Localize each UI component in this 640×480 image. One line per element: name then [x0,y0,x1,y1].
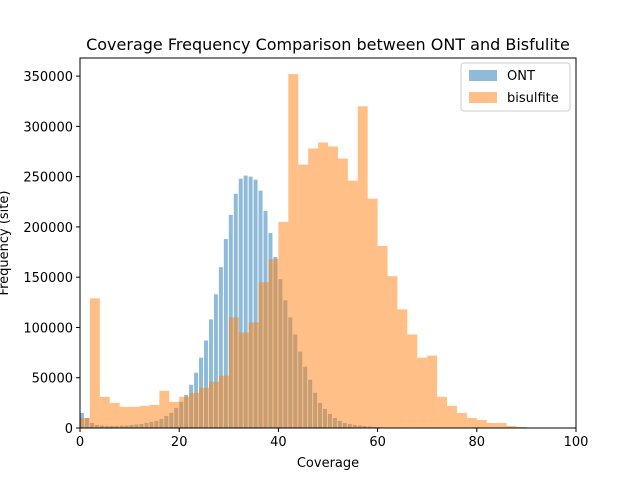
bar-bisulfite [347,180,358,428]
bar-bisulfite [119,406,130,428]
x-tick-label: 20 [171,435,188,450]
bar-bisulfite [268,259,279,428]
bar-bisulfite [516,426,527,428]
y-tick-label: 250000 [23,171,73,186]
bar-bisulfite [417,357,428,428]
bar-bisulfite [218,375,229,428]
bar-bisulfite [189,392,200,428]
bar-bisulfite [318,142,328,428]
bar-bisulfite [199,387,209,428]
bar-bisulfite [298,164,309,428]
bar-ont [248,176,253,428]
chart-title: Coverage Frequency Comparison between ON… [86,35,570,54]
bar-bisulfite [109,402,120,428]
bar-ont [213,294,218,428]
x-axis-ticks: 0 20 40 60 80 100 [76,428,589,450]
bar-bisulfite [248,322,259,428]
bar-ont [243,175,248,428]
y-axis-label: Frequency (site) [0,191,12,296]
bar-bisulfite [367,198,378,428]
series-bisulfite [80,74,567,429]
y-tick-label: 0 [65,422,73,437]
y-tick-label: 50000 [32,372,73,387]
bar-bisulfite [278,221,289,428]
bars-layer [80,74,567,429]
y-tick-label: 300000 [23,120,73,135]
legend-swatch-bisulfite [469,92,497,103]
x-tick-label: 0 [76,435,84,450]
bar-bisulfite [179,396,190,428]
bar-bisulfite [486,422,497,428]
y-tick-label: 200000 [23,221,73,236]
legend-label-ont: ONT [507,69,535,84]
legend-label-bisulfite: bisulfite [507,91,559,106]
bar-ont [253,179,258,428]
bar-ont [208,319,213,428]
x-tick-label: 80 [469,435,486,450]
bar-bisulfite [238,332,249,428]
legend: ONT bisulfite [460,62,571,112]
bar-bisulfite [258,282,269,428]
bar-bisulfite [169,401,180,428]
bar-bisulfite [407,334,418,428]
x-tick-label: 100 [564,435,589,450]
bar-ont [223,238,228,428]
x-tick-label: 60 [369,435,386,450]
bar-bisulfite [89,298,100,428]
bar-bisulfite [129,406,140,428]
bar-bisulfite [476,419,487,428]
bar-bisulfite [288,74,299,428]
bar-bisulfite [80,417,90,428]
bar-bisulfite [506,425,517,428]
bar-bisulfite [208,381,219,428]
bar-ont [238,178,243,428]
bar-bisulfite [427,355,438,428]
bar-bisulfite [387,276,398,428]
plot-frame [79,57,577,429]
bar-bisulfite [139,405,150,428]
x-tick-label: 40 [270,435,287,450]
bar-bisulfite [377,246,388,428]
y-axis-ticks: 0 50000 100000 150000 200000 250000 300000 3500… [23,70,80,437]
y-tick-label: 350000 [23,70,73,85]
bar-bisulfite [466,417,477,428]
legend-swatch-ont [469,70,497,81]
bar-bisulfite [328,146,338,428]
bar-bisulfite [228,317,239,428]
y-tick-label: 150000 [23,271,73,286]
y-tick-label: 100000 [23,321,73,336]
bar-bisulfite [308,148,319,428]
bar-ont [218,267,223,428]
bar-bisulfite [397,309,408,428]
bar-bisulfite [337,158,348,429]
bar-bisulfite [149,404,160,428]
bar-bisulfite [159,390,170,428]
bar-ont [233,193,238,428]
bar-bisulfite [99,396,110,428]
bar-bisulfite [447,405,457,428]
bar-bisulfite [437,396,448,428]
bar-ont [204,340,208,428]
bar-bisulfite [456,412,467,428]
bar-bisulfite [496,422,507,428]
x-axis-label: Coverage [297,456,359,471]
bar-bisulfite [357,106,368,429]
